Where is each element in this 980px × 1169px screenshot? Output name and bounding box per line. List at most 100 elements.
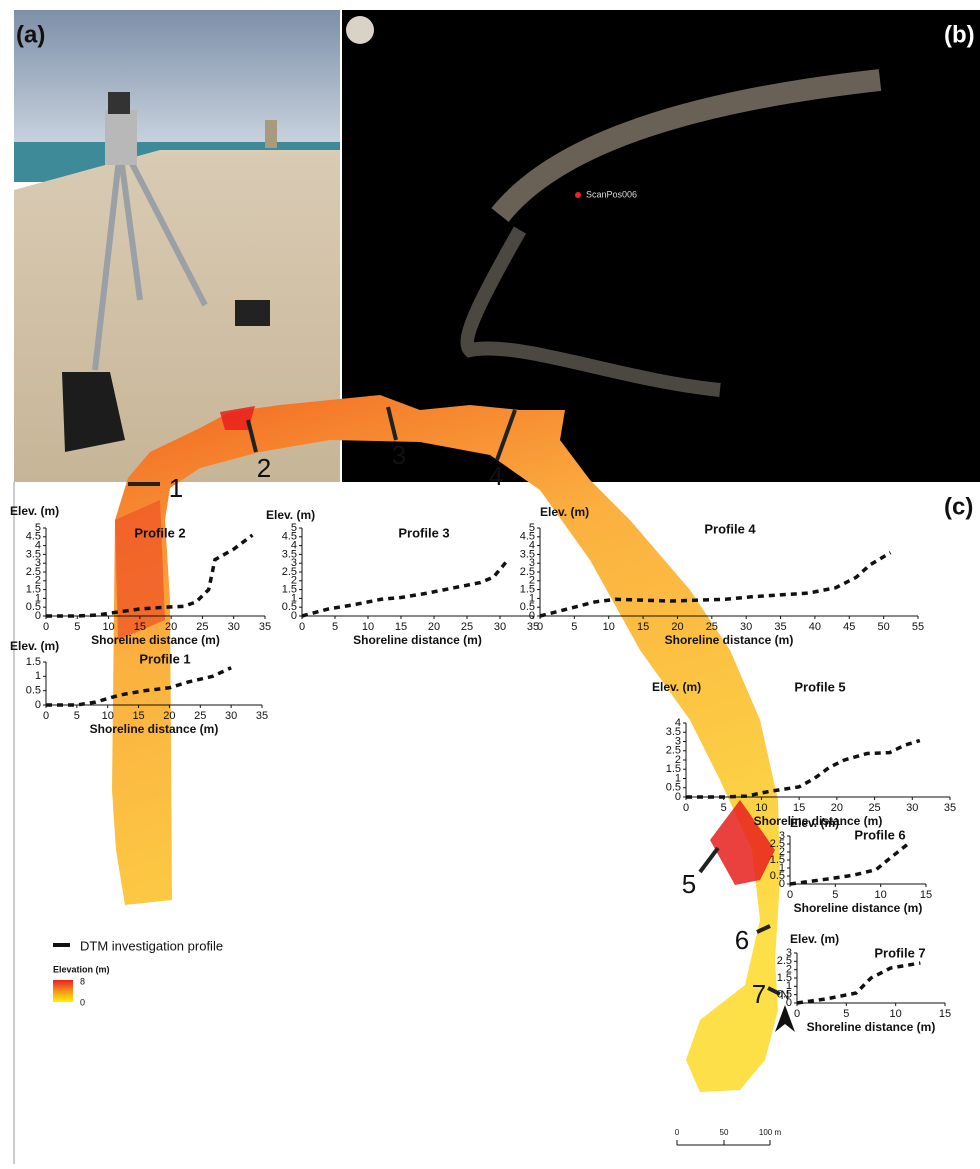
y-tick-label: 0 xyxy=(529,610,535,622)
x-tick-label: 50 xyxy=(878,621,890,633)
y-tick-label: 1 xyxy=(779,862,785,874)
x-axis-label: Shoreline distance (m) xyxy=(353,633,482,647)
y-tick-label: 0.5 xyxy=(26,601,41,613)
profile-line xyxy=(46,533,254,618)
x-tick-label: 20 xyxy=(163,710,175,722)
y-tick-label: 1 xyxy=(35,592,41,604)
x-tick-label: 10 xyxy=(102,621,114,633)
legend-title: Elevation (m) xyxy=(53,964,110,974)
panel-label: (a) xyxy=(16,21,45,48)
x-tick-label: 30 xyxy=(494,621,506,633)
panel-label: (b) xyxy=(944,21,975,48)
x-tick-label: 25 xyxy=(196,621,208,633)
x-tick-label: 10 xyxy=(102,710,114,722)
x-axis-label: Shoreline distance (m) xyxy=(794,901,923,915)
x-axis-label: Shoreline distance (m) xyxy=(665,633,794,647)
x-tick-label: 35 xyxy=(259,621,271,633)
y-tick-label: 0 xyxy=(291,610,297,622)
x-tick-label: 35 xyxy=(527,621,539,633)
x-tick-label: 5 xyxy=(74,710,80,722)
profile-number: 6 xyxy=(735,925,749,955)
x-tick-label: 30 xyxy=(906,802,918,814)
x-tick-label: 10 xyxy=(890,1008,902,1020)
map-labels: DTM investigation profile Elevation (m) … xyxy=(53,938,789,1137)
profile-number: 5 xyxy=(682,869,696,899)
y-axis-label: Elev. (m) xyxy=(10,504,59,518)
y-tick-label: 2.5 xyxy=(26,566,41,578)
x-tick-label: 0 xyxy=(787,889,793,901)
y-axis-label: Elev. (m) xyxy=(266,508,315,522)
y-axis-label: Elev. (m) xyxy=(652,680,701,694)
y-tick-label: 4 xyxy=(529,540,535,552)
profile-line xyxy=(46,666,232,707)
chart-title: Profile 5 xyxy=(794,679,845,694)
y-tick-label: 3 xyxy=(786,947,792,959)
profile-line xyxy=(789,842,909,886)
x-tick-label: 10 xyxy=(603,621,615,633)
y-tick-label: 3.5 xyxy=(666,726,681,738)
y-tick-label: 1.5 xyxy=(26,656,41,668)
y-tick-label: 3 xyxy=(529,557,535,569)
x-tick-label: 15 xyxy=(637,621,649,633)
y-tick-label: 1 xyxy=(291,592,297,604)
legend-label: DTM investigation profile xyxy=(80,938,223,953)
y-tick-label: 2 xyxy=(35,575,41,587)
x-axis-label: Shoreline distance (m) xyxy=(754,814,883,828)
y-tick-label: 1 xyxy=(675,772,681,784)
y-tick-label: 4 xyxy=(35,540,41,552)
x-tick-label: 45 xyxy=(843,621,855,633)
y-tick-label: 2.5 xyxy=(520,566,535,578)
y-tick-label: 2.5 xyxy=(666,745,681,757)
dtm-map xyxy=(53,395,795,1146)
profile-number: 2 xyxy=(257,453,271,483)
y-tick-label: 3 xyxy=(675,735,681,747)
y-tick-label: 1.5 xyxy=(26,584,41,596)
profile-number: 7 xyxy=(752,979,766,1009)
x-tick-label: 5 xyxy=(832,889,838,901)
x-tick-label: 0 xyxy=(537,621,543,633)
y-tick-label: 1 xyxy=(35,670,41,682)
profile-number: 4 xyxy=(489,461,503,491)
x-tick-label: 30 xyxy=(740,621,752,633)
y-tick-label: 3 xyxy=(779,830,785,842)
y-tick-label: 2 xyxy=(675,754,681,766)
x-tick-label: 35 xyxy=(944,802,956,814)
y-axis-label: Elev. (m) xyxy=(10,639,59,653)
y-tick-label: 2 xyxy=(529,575,535,587)
x-tick-label: 25 xyxy=(706,621,718,633)
x-tick-label: 15 xyxy=(920,889,932,901)
y-axis-label: Elev. (m) xyxy=(540,505,589,519)
y-axis-label: Elev. (m) xyxy=(790,932,839,946)
y-tick-label: 0.5 xyxy=(666,782,681,794)
y-tick-label: 4.5 xyxy=(282,531,297,543)
x-tick-label: 10 xyxy=(362,621,374,633)
panel-label: (c) xyxy=(944,493,973,520)
photo-panel xyxy=(14,10,340,482)
y-axis-label: Elev. (m) xyxy=(790,816,839,830)
y-tick-label: 0.5 xyxy=(777,989,792,1001)
y-tick-label: 4.5 xyxy=(26,531,41,543)
x-tick-label: 25 xyxy=(868,802,880,814)
x-tick-label: 5 xyxy=(721,802,727,814)
x-tick-label: 5 xyxy=(571,621,577,633)
chart-title: Profile 6 xyxy=(854,827,905,842)
y-tick-label: 4 xyxy=(675,717,681,729)
x-tick-label: 5 xyxy=(74,621,80,633)
profile-line xyxy=(301,560,508,618)
legend-min: 0 xyxy=(80,997,85,1007)
y-tick-label: 0.5 xyxy=(26,685,41,697)
y-tick-label: 0 xyxy=(675,791,681,803)
y-tick-label: 1 xyxy=(786,980,792,992)
point-cloud-panel xyxy=(342,10,980,482)
x-tick-label: 35 xyxy=(774,621,786,633)
y-tick-label: 0 xyxy=(35,610,41,622)
y-tick-label: 1.5 xyxy=(520,584,535,596)
x-tick-label: 10 xyxy=(755,802,767,814)
x-tick-label: 0 xyxy=(683,802,689,814)
y-tick-label: 2.5 xyxy=(770,838,785,850)
legend-max: 8 xyxy=(80,976,85,986)
x-tick-label: 30 xyxy=(228,621,240,633)
x-tick-label: 20 xyxy=(671,621,683,633)
y-tick-label: 1.5 xyxy=(282,584,297,596)
